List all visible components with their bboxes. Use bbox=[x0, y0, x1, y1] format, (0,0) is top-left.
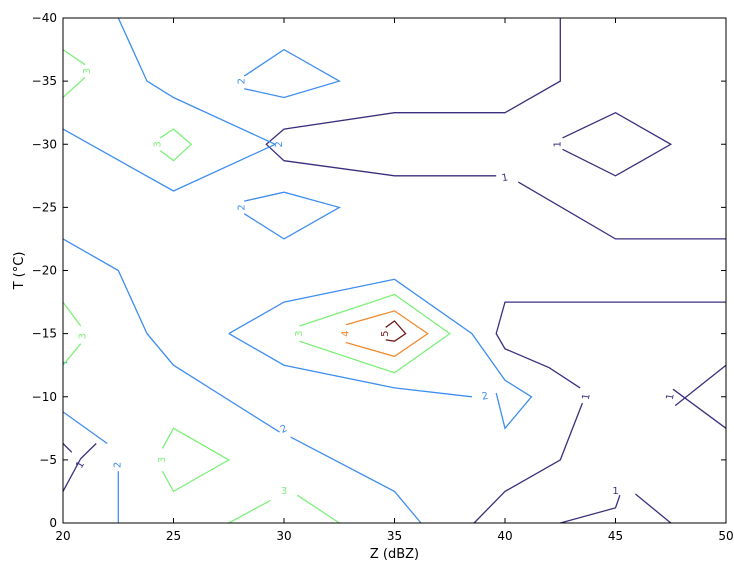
x-axis: 20 25 30 35 40 45 50 bbox=[55, 18, 734, 543]
contour-line-level-2 bbox=[243, 48, 341, 99]
y-axis-label: T (°C) bbox=[12, 252, 27, 291]
x-tick-label: 35 bbox=[387, 529, 402, 543]
contour-line-level-4 bbox=[345, 310, 429, 358]
contour-label: 2 bbox=[113, 462, 124, 468]
contour-line-level-3 bbox=[62, 343, 82, 366]
x-tick-label: 50 bbox=[718, 529, 733, 543]
y-tick-label: −15 bbox=[32, 327, 57, 341]
contour-label: 1 bbox=[612, 486, 618, 497]
contour-label: 1 bbox=[581, 393, 593, 401]
x-tick-label: 30 bbox=[276, 529, 291, 543]
y-tick-label: −35 bbox=[32, 74, 57, 88]
contour-line-level-3 bbox=[228, 499, 272, 524]
contour-line-level-1 bbox=[62, 443, 73, 453]
contour-label: 3 bbox=[77, 333, 88, 339]
contour-label: 3 bbox=[82, 68, 93, 74]
contour-label: 1 bbox=[501, 172, 509, 184]
contour-line-level-5 bbox=[385, 320, 407, 342]
contour-label: 2 bbox=[481, 391, 489, 403]
contour-line-level-3 bbox=[159, 128, 193, 162]
contour-label: 2 bbox=[279, 423, 289, 436]
contour-line-level-2 bbox=[62, 128, 276, 192]
contour-line-level-3 bbox=[161, 427, 231, 493]
contour-label: 4 bbox=[340, 330, 351, 336]
contour-line-level-2 bbox=[117, 17, 276, 145]
y-tick-label: −25 bbox=[32, 200, 57, 214]
contour-label: 5 bbox=[380, 330, 391, 336]
contour-line-level-2 bbox=[290, 436, 422, 524]
contour-line-level-2 bbox=[62, 238, 280, 433]
contour-line-level-2 bbox=[228, 333, 472, 398]
contour-label: 3 bbox=[281, 486, 287, 497]
contour-line-level-3 bbox=[296, 494, 340, 524]
x-tick-label: 20 bbox=[55, 529, 70, 543]
contour-line-level-3 bbox=[299, 293, 451, 374]
contour-label: 1 bbox=[553, 141, 564, 147]
y-tick-label: −5 bbox=[39, 453, 57, 467]
contour-label: 3 bbox=[294, 330, 305, 336]
plot-background bbox=[63, 18, 726, 523]
contour-labels: 1 2 3 3 2 1 1 1 2 3 3 4 5 2 3 2 1 1 3 2 bbox=[74, 68, 676, 497]
contour-line-level-1 bbox=[672, 388, 727, 429]
contour-label: 1 bbox=[74, 459, 87, 470]
contour-label: 1 bbox=[665, 393, 677, 401]
x-tick-label: 25 bbox=[166, 529, 181, 543]
contour-line-level-1 bbox=[495, 301, 726, 389]
y-axis: 0 −5 −10 −15 −20 −25 −30 −35 −40 bbox=[32, 11, 726, 530]
contour-line-level-3 bbox=[62, 76, 86, 98]
contour-line-level-2 bbox=[243, 191, 341, 240]
contour-line-level-2 bbox=[228, 278, 533, 430]
contour-line-level-1 bbox=[634, 493, 672, 524]
x-tick-label: 40 bbox=[497, 529, 512, 543]
contour-line-level-3 bbox=[62, 49, 86, 66]
contour-label: 2 bbox=[274, 141, 285, 147]
contour-line-level-3 bbox=[62, 301, 82, 327]
contour-line-level-1 bbox=[517, 181, 726, 240]
y-tick-label: 0 bbox=[49, 516, 57, 530]
y-tick-label: −30 bbox=[32, 137, 57, 151]
contour-line-level-1 bbox=[62, 443, 97, 492]
y-tick-label: −10 bbox=[32, 390, 57, 404]
contour-line-level-2 bbox=[62, 411, 108, 445]
y-tick-label: −20 bbox=[32, 264, 57, 278]
x-axis-label: Z (dBZ) bbox=[370, 547, 419, 562]
contour-line-level-1 bbox=[562, 111, 673, 177]
contour-label: 2 bbox=[237, 78, 248, 84]
contour-line-level-1 bbox=[674, 364, 727, 407]
contour-lines bbox=[62, 17, 727, 524]
contour-label: 3 bbox=[157, 457, 168, 463]
contour-line-level-1 bbox=[473, 402, 584, 524]
y-tick-label: −40 bbox=[32, 11, 57, 25]
contour-label: 2 bbox=[237, 204, 248, 210]
contour-label: 3 bbox=[153, 141, 164, 147]
contour-line-level-1 bbox=[560, 494, 621, 524]
x-tick-label: 45 bbox=[608, 529, 623, 543]
contour-line-level-1 bbox=[265, 18, 561, 177]
